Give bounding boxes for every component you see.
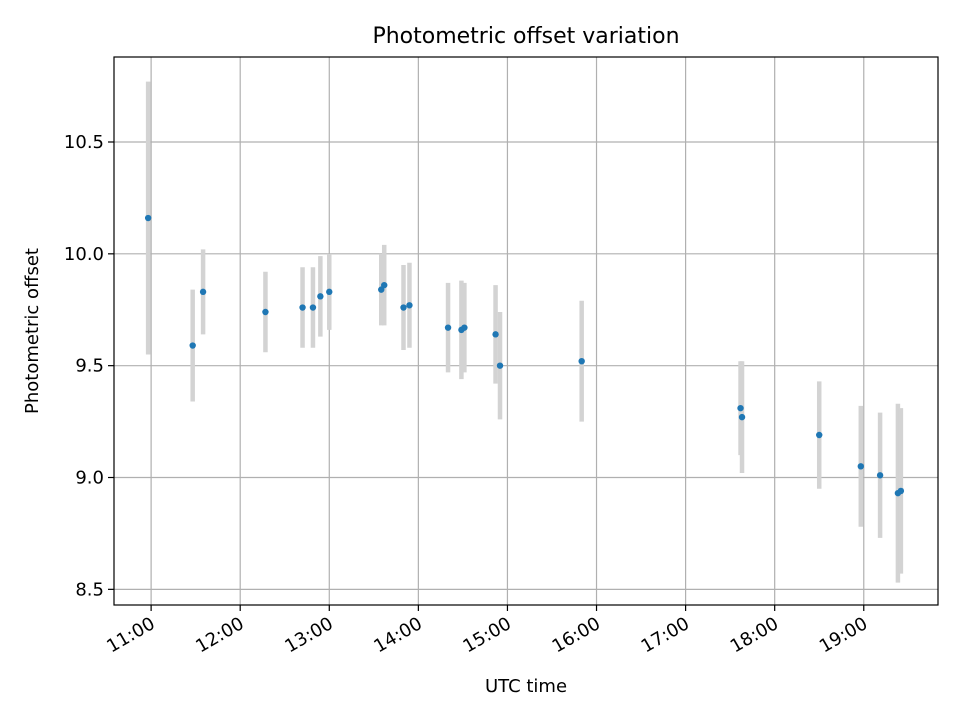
data-point (816, 431, 823, 439)
data-point (381, 281, 388, 289)
data-point (737, 404, 744, 412)
data-point (406, 302, 413, 309)
y-tick-label: 10.5 (64, 132, 104, 153)
data-point (492, 331, 499, 338)
data-point (578, 357, 585, 365)
data-point (262, 308, 269, 316)
grid (114, 57, 938, 605)
data-point (299, 304, 306, 311)
data-point (738, 413, 746, 421)
data-point (400, 304, 407, 311)
plot-frame (113, 56, 939, 606)
data-point (461, 324, 468, 331)
y-tick-label: 9.5 (75, 356, 104, 377)
y-axis-label: Photometric offset (22, 248, 43, 414)
data-point (144, 214, 152, 222)
data-point (876, 472, 884, 479)
data-points (144, 214, 905, 497)
y-axis-ticks: 8.5 9.0 9.5 10.0 10.5 (64, 132, 114, 600)
data-point (897, 487, 905, 495)
y-tick-label: 8.5 (75, 579, 104, 600)
data-point (326, 288, 333, 296)
data-point (857, 463, 864, 470)
x-axis-label: UTC time (485, 676, 567, 697)
data-point (309, 304, 317, 311)
data-point (317, 293, 324, 300)
y-tick-label: 10.0 (64, 244, 104, 265)
chart-title: Photometric offset variation (372, 24, 679, 49)
y-tick-label: 9.0 (75, 468, 104, 489)
data-point (496, 362, 504, 369)
data-point (189, 342, 196, 349)
data-point (444, 324, 452, 331)
data-point (199, 288, 207, 296)
